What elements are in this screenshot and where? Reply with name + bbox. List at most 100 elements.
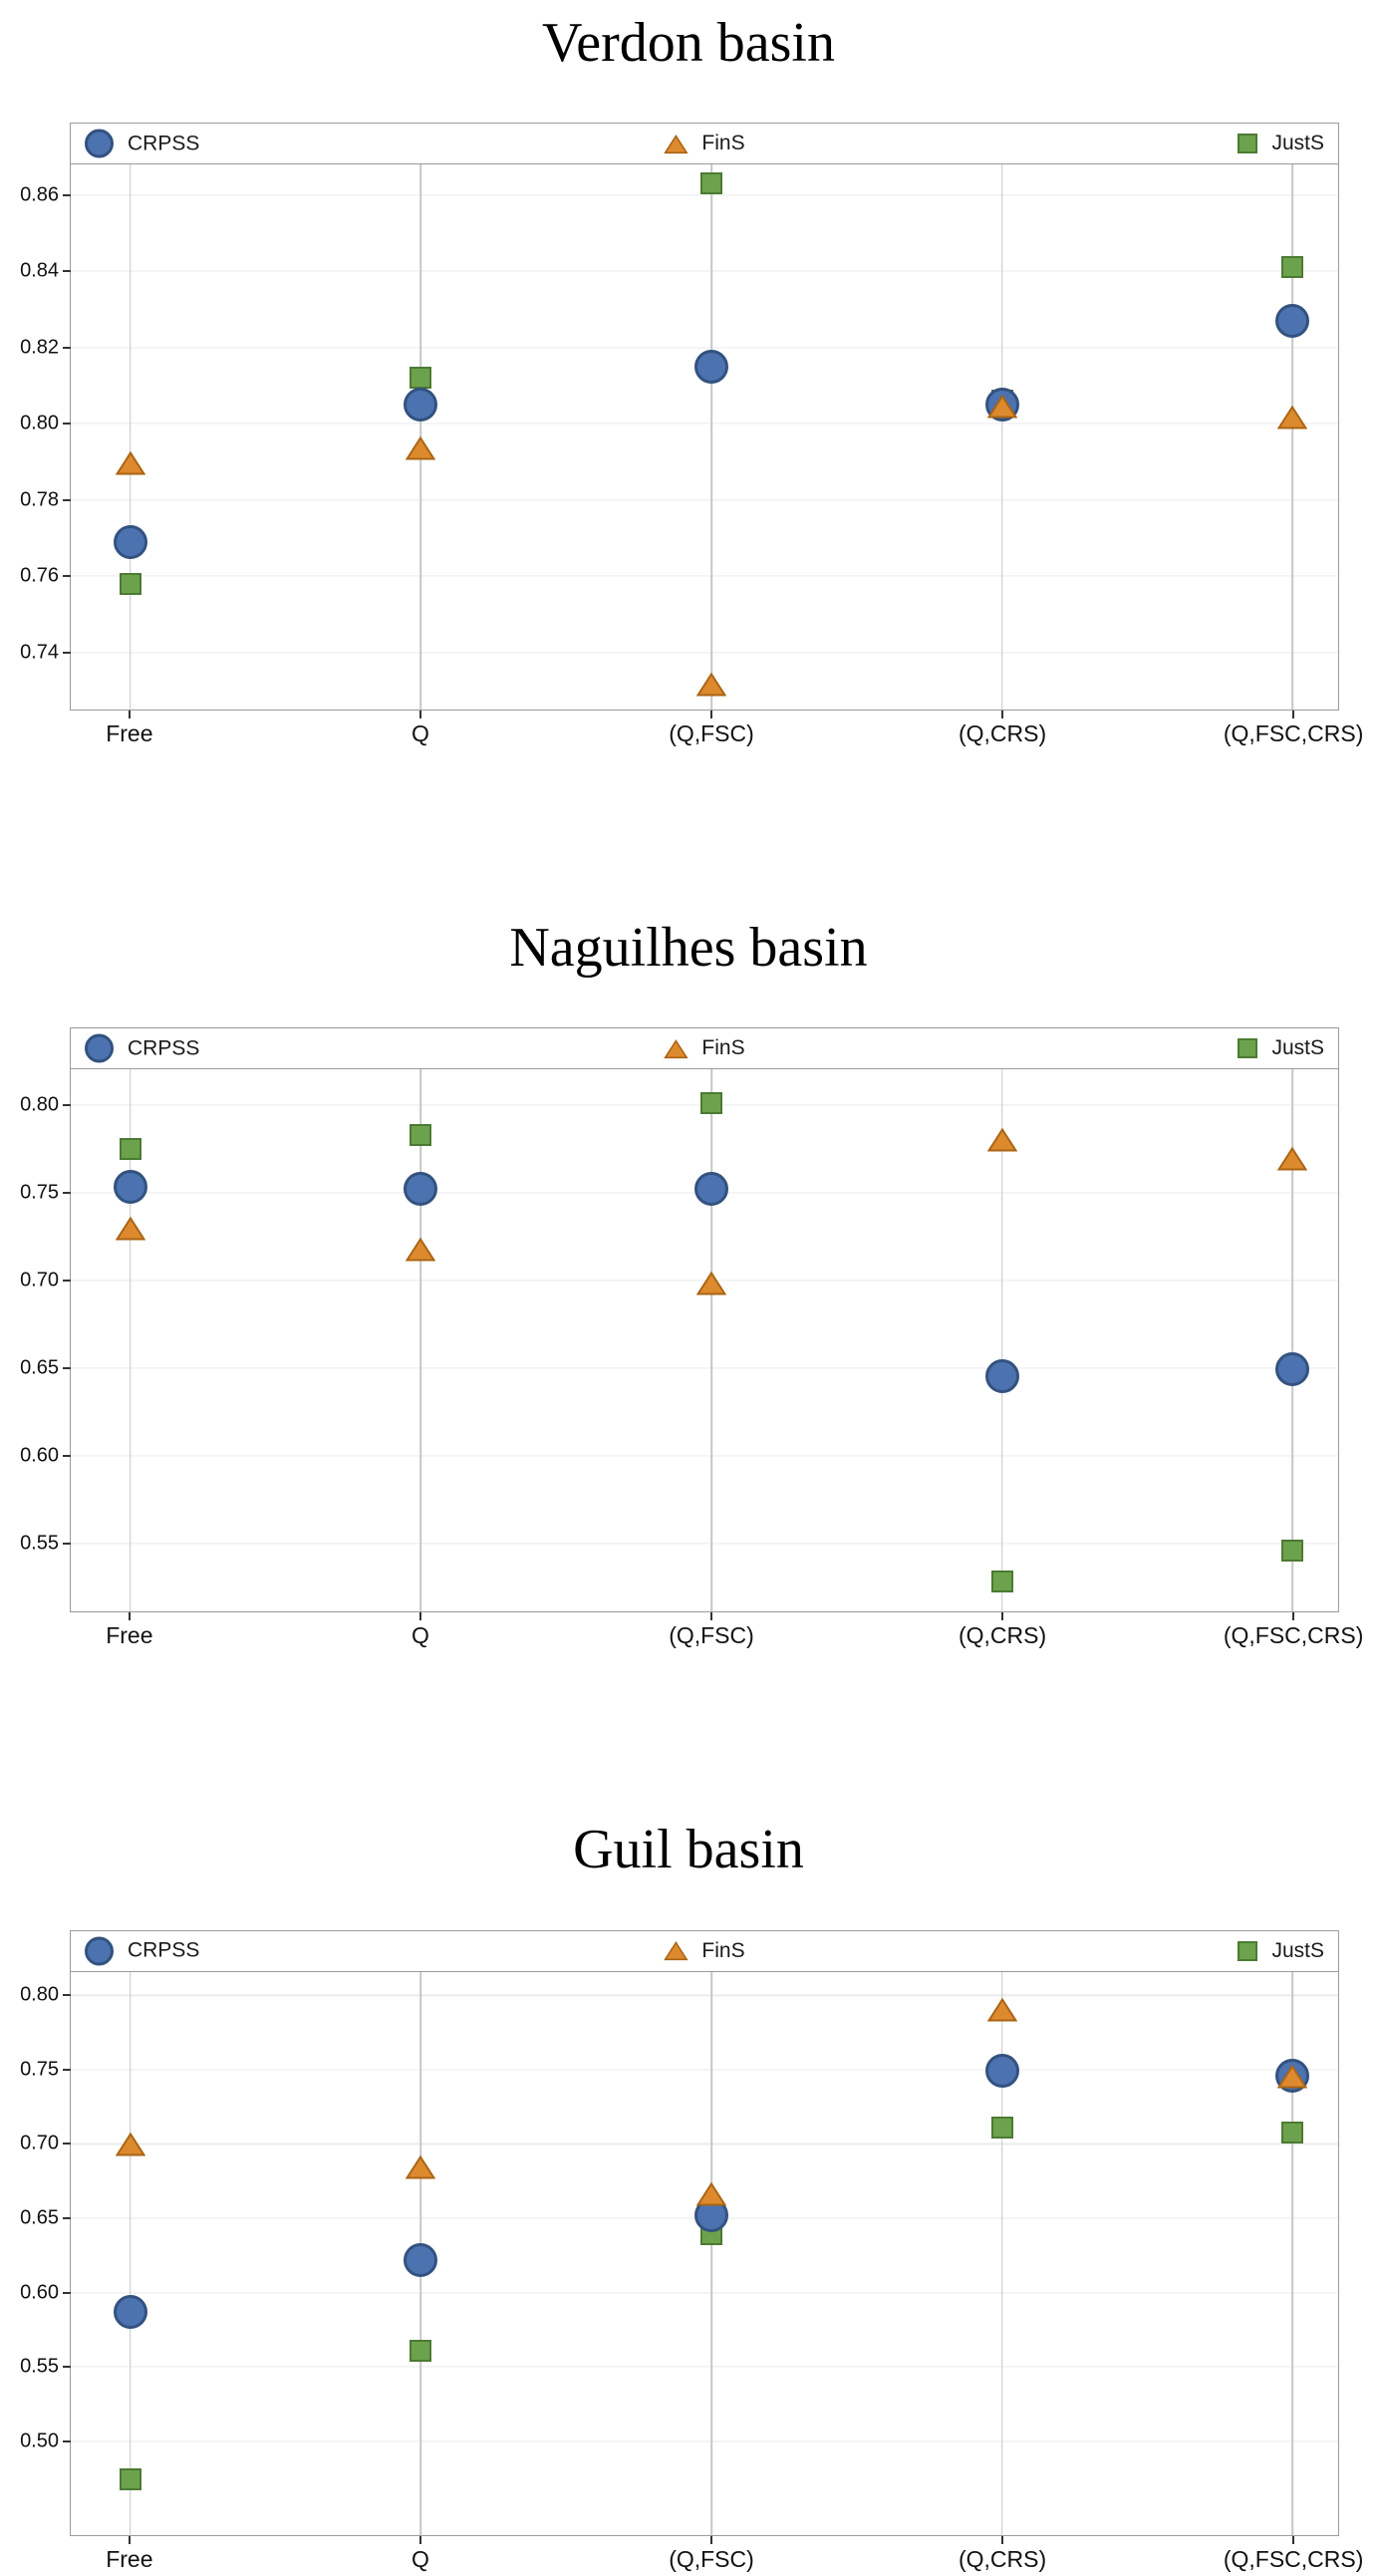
triangle-marker-icon-fins bbox=[115, 451, 146, 475]
square-marker-icon-justs bbox=[1281, 1539, 1304, 1562]
circle-marker-icon-crpss bbox=[113, 524, 147, 559]
circle-marker-icon-crpss bbox=[693, 1172, 728, 1207]
square-marker-icon-justs bbox=[1281, 256, 1304, 279]
data-point-fins bbox=[406, 435, 436, 466]
data-point-crpss bbox=[693, 349, 728, 384]
x-tick-label: Free bbox=[106, 720, 153, 747]
horizontal-gridline bbox=[71, 652, 1338, 654]
data-point-fins bbox=[115, 450, 146, 481]
y-tick-label: 0.70 bbox=[20, 2132, 59, 2154]
data-point-crpss bbox=[113, 1170, 147, 1205]
x-axis-labels: Free Q (Q,FSC) (Q,CRS) (Q,FSC,CRS) bbox=[70, 711, 1363, 750]
y-tick-label: 0.60 bbox=[20, 2281, 59, 2304]
horizontal-gridline bbox=[71, 1455, 1338, 1457]
vertical-gridline bbox=[1291, 1971, 1293, 2535]
square-marker-icon-justs bbox=[1238, 1940, 1258, 1961]
legend-label-justs: JustS bbox=[1271, 1036, 1324, 1060]
horizontal-gridline bbox=[71, 2366, 1338, 2368]
y-tick-label: 0.65 bbox=[20, 2206, 59, 2229]
data-point-crpss bbox=[693, 1172, 728, 1207]
horizontal-gridline bbox=[71, 1280, 1338, 1282]
x-axis-labels: Free Q (Q,FSC) (Q,CRS) (Q,FSC,CRS) bbox=[70, 2535, 1363, 2576]
legend-item-fins: FinS bbox=[664, 1036, 745, 1060]
triangle-marker-icon-fins bbox=[986, 1997, 1017, 2022]
data-point-fins bbox=[406, 2153, 436, 2184]
horizontal-gridline bbox=[71, 1994, 1338, 1996]
y-tick-mark bbox=[63, 2439, 71, 2442]
y-tick-mark bbox=[63, 2143, 71, 2146]
chart-area: CRPSS FinS JustS 0.74 0.76 0.78 0.80 0.82 0.84 0… bbox=[20, 123, 1363, 750]
horizontal-gridline bbox=[71, 1543, 1338, 1545]
triangle-marker-icon-fins bbox=[406, 435, 436, 460]
chart-section-naguilhes: Naguilhes basin CRPSS FinS JustS 0.55 0.60 0… bbox=[0, 915, 1377, 1652]
circle-marker-icon-crpss bbox=[113, 1170, 147, 1205]
vertical-gridline bbox=[1000, 164, 1003, 711]
x-tick-mark bbox=[1001, 1612, 1004, 1621]
y-tick-label: 0.82 bbox=[20, 336, 59, 359]
legend-label-fins: FinS bbox=[701, 1938, 745, 1962]
horizontal-gridline bbox=[71, 2440, 1338, 2442]
vertical-gridline bbox=[129, 164, 132, 711]
triangle-marker-icon-fins bbox=[986, 394, 1017, 419]
x-tick-mark bbox=[1292, 1612, 1295, 1621]
legend-label-fins: FinS bbox=[701, 132, 745, 155]
data-point-justs bbox=[1281, 2121, 1304, 2144]
y-tick-label: 0.75 bbox=[20, 2058, 59, 2081]
x-axis-labels: Free Q (Q,FSC) (Q,CRS) (Q,FSC,CRS) bbox=[70, 1612, 1363, 1652]
y-tick-mark bbox=[63, 1191, 71, 1194]
legend-item-fins: FinS bbox=[664, 1938, 745, 1963]
horizontal-gridline bbox=[71, 2143, 1338, 2146]
data-point-crpss bbox=[404, 388, 438, 423]
x-tick-label: (Q,CRS) bbox=[958, 2545, 1047, 2572]
legend-item-crpss: CRPSS bbox=[85, 129, 199, 158]
vertical-gridline bbox=[129, 1069, 132, 1612]
square-marker-icon-justs bbox=[699, 1091, 722, 1114]
y-tick-mark bbox=[63, 1103, 71, 1106]
data-point-fins bbox=[695, 1270, 727, 1300]
chart-title: Guil basin bbox=[573, 1819, 804, 1881]
legend-label-crpss: CRPSS bbox=[128, 1036, 200, 1060]
legend: CRPSS FinS JustS bbox=[70, 123, 1339, 165]
triangle-marker-icon-fins bbox=[1276, 1146, 1308, 1171]
y-tick-label: 0.84 bbox=[20, 259, 59, 282]
data-point-crpss bbox=[984, 1359, 1019, 1394]
legend-item-fins: FinS bbox=[664, 132, 745, 155]
legend-item-crpss: CRPSS bbox=[85, 1033, 200, 1063]
y-tick-label: 0.50 bbox=[20, 2430, 59, 2452]
x-tick-mark bbox=[710, 2535, 712, 2544]
y-tick-label: 0.86 bbox=[20, 183, 59, 206]
plot-area: 0.55 0.60 0.65 0.70 0.75 0.80 bbox=[20, 1069, 1339, 1613]
horizontal-gridline bbox=[71, 347, 1338, 349]
data-point-fins bbox=[1276, 1145, 1308, 1176]
x-tick-label: (Q,FSC) bbox=[669, 2545, 754, 2572]
chart-title: Verdon basin bbox=[542, 12, 835, 74]
triangle-marker-icon-fins bbox=[664, 1038, 688, 1058]
x-tick-label: (Q,FSC,CRS) bbox=[1223, 1622, 1364, 1649]
y-tick-mark bbox=[63, 270, 71, 273]
circle-marker-icon-crpss bbox=[113, 2294, 147, 2329]
circle-marker-icon-crpss bbox=[85, 1033, 114, 1063]
y-tick-mark bbox=[63, 651, 71, 654]
square-marker-icon-justs bbox=[699, 172, 722, 195]
horizontal-gridline bbox=[71, 575, 1338, 577]
horizontal-gridline bbox=[71, 194, 1338, 196]
circle-marker-icon-crpss bbox=[984, 2054, 1019, 2089]
y-tick-label: 0.55 bbox=[20, 1532, 59, 1555]
vertical-gridline bbox=[710, 1971, 712, 2535]
y-tick-mark bbox=[63, 1994, 71, 1997]
vertical-gridline bbox=[1291, 164, 1293, 711]
square-marker-icon-justs bbox=[1281, 2121, 1304, 2144]
data-point-fins bbox=[695, 672, 727, 703]
y-tick-label: 0.80 bbox=[20, 1093, 59, 1116]
data-point-justs bbox=[990, 2117, 1013, 2140]
chart-area: CRPSS FinS JustS 0.50 0.55 0.60 0.65 0.70 0.75 0… bbox=[20, 1929, 1363, 2576]
x-tick-label: (Q,FSC,CRS) bbox=[1223, 720, 1364, 747]
square-marker-icon-justs bbox=[990, 1571, 1013, 1593]
plot-area: 0.74 0.76 0.78 0.80 0.82 0.84 0.86 bbox=[20, 164, 1339, 712]
circle-marker-icon-crpss bbox=[1275, 304, 1310, 339]
circle-marker-icon-crpss bbox=[404, 1172, 438, 1207]
data-point-justs bbox=[119, 2468, 141, 2491]
data-point-crpss bbox=[113, 524, 147, 559]
legend: CRPSS FinS JustS bbox=[70, 1027, 1339, 1070]
data-point-fins bbox=[986, 1996, 1017, 2027]
